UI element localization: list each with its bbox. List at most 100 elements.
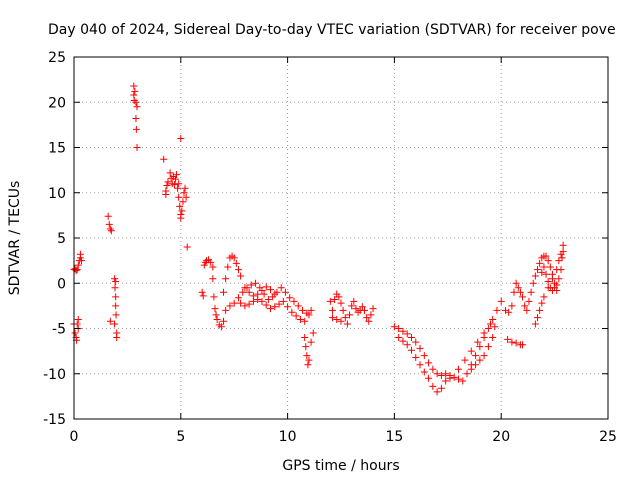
data-point [399, 327, 407, 335]
data-point [111, 320, 119, 328]
y-tick-label: 0 [57, 276, 66, 292]
data-point [407, 346, 415, 354]
data-point [222, 275, 230, 283]
data-point [290, 297, 298, 305]
data-point [525, 297, 533, 305]
data-point [305, 311, 313, 319]
data-point [177, 134, 185, 142]
data-point [237, 299, 245, 307]
data-point [210, 293, 218, 301]
data-point [461, 356, 469, 364]
data-point [352, 305, 360, 313]
data-point [467, 365, 475, 373]
data-point [420, 368, 428, 376]
data-point [112, 311, 120, 319]
data-point [163, 182, 171, 190]
data-point [531, 320, 539, 328]
data-point [403, 341, 411, 349]
data-point [536, 306, 544, 314]
data-point [132, 115, 140, 123]
data-point [559, 248, 567, 256]
data-point [536, 259, 544, 267]
y-tick-label: -15 [43, 412, 66, 428]
data-point [175, 180, 183, 188]
data-points [70, 82, 567, 396]
data-point [247, 281, 255, 289]
data-point [367, 311, 375, 319]
data-point [113, 334, 121, 342]
data-point [262, 301, 270, 309]
data-point [407, 334, 415, 342]
chart-title: Day 040 of 2024, Sidereal Day-to-day VTE… [48, 22, 616, 38]
data-point [360, 306, 368, 314]
data-point [557, 266, 565, 274]
x-tick-label: 25 [599, 429, 617, 445]
data-point [209, 275, 217, 283]
data-point [277, 284, 285, 292]
data-point [264, 296, 272, 304]
data-point [365, 317, 373, 325]
data-point [346, 311, 354, 319]
y-tick-label: 20 [48, 95, 66, 111]
data-point [333, 315, 341, 323]
data-point [403, 330, 411, 338]
data-point [178, 207, 186, 215]
data-point [131, 87, 139, 95]
data-point [230, 254, 238, 262]
data-point [175, 193, 183, 201]
data-point [484, 325, 492, 332]
data-point [463, 370, 471, 378]
data-point [132, 98, 140, 106]
y-tick-label: -5 [52, 322, 66, 338]
data-point [220, 288, 228, 296]
data-point [343, 320, 351, 328]
data-point [112, 277, 120, 285]
data-point [527, 288, 535, 296]
data-point [176, 202, 184, 210]
data-point [294, 302, 302, 310]
data-point [104, 212, 112, 220]
data-point [476, 343, 484, 351]
data-point [516, 288, 524, 296]
data-point [544, 277, 552, 285]
data-point [162, 191, 170, 199]
data-point [505, 308, 513, 316]
data-point [493, 306, 501, 314]
data-point [271, 303, 279, 311]
data-point [459, 377, 467, 385]
data-point [106, 225, 114, 233]
data-point [217, 323, 225, 331]
data-point [173, 171, 181, 179]
data-point [335, 293, 343, 301]
data-point [555, 275, 563, 283]
data-point [209, 263, 217, 271]
data-point [540, 293, 548, 301]
data-point [508, 338, 516, 346]
data-point [559, 241, 567, 249]
data-point [491, 323, 499, 331]
data-point [521, 302, 529, 310]
data-point [489, 315, 497, 323]
data-point [534, 314, 542, 322]
data-point [531, 272, 539, 280]
data-point [252, 279, 260, 287]
data-point [412, 353, 420, 361]
data-point [548, 275, 556, 283]
data-point [534, 266, 542, 274]
x-tick-label: 15 [385, 429, 403, 445]
data-point [74, 315, 82, 323]
data-point [207, 258, 215, 266]
data-point [174, 184, 182, 192]
data-point [358, 303, 366, 311]
data-point [301, 317, 309, 325]
data-point [558, 254, 566, 262]
data-point [254, 290, 262, 298]
data-point [480, 329, 488, 337]
data-point [239, 288, 247, 296]
data-point [301, 334, 309, 342]
data-point [213, 315, 221, 323]
data-point [241, 284, 249, 292]
data-point [183, 243, 191, 251]
y-axis-label: SDTVAR / TECUs [7, 181, 23, 296]
